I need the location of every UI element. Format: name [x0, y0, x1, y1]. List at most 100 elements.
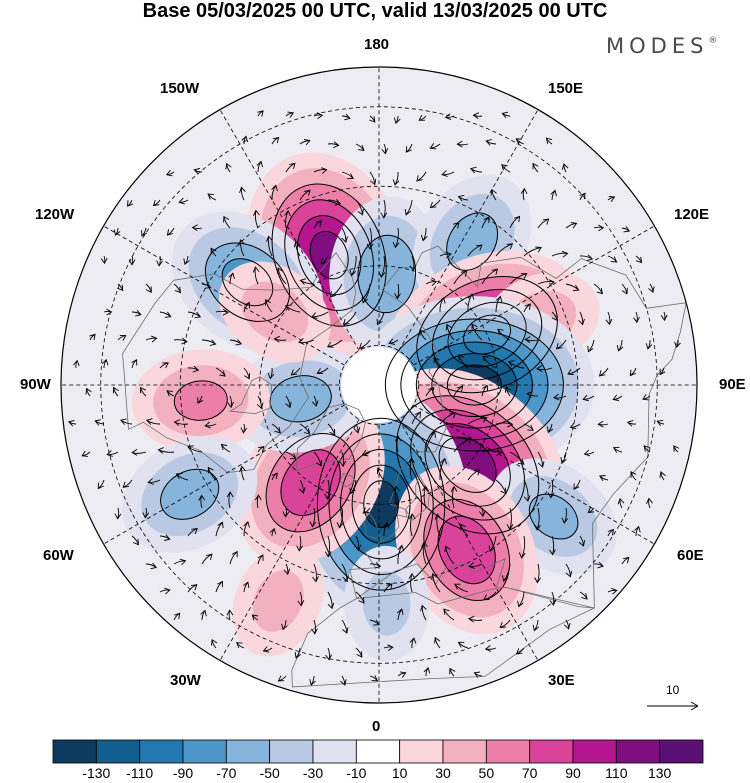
wind-arrow: [404, 199, 413, 216]
wind-arrow: [285, 162, 296, 173]
wind-arrow: [499, 619, 511, 629]
wind-arrow: [239, 186, 246, 201]
wind-arrow: [97, 479, 105, 490]
wind-arrow: [316, 367, 329, 375]
contour-line: [284, 199, 375, 311]
wind-arrow: [284, 210, 291, 229]
wind-arrow: [165, 169, 175, 177]
wind-arrow: [495, 420, 514, 428]
contour-line: [296, 215, 362, 296]
wind-arrow: [366, 227, 374, 250]
wind-arrow: [579, 254, 594, 262]
wind-arrow: [131, 309, 142, 317]
colorbar-cell: [615, 739, 661, 764]
wind-arrow: [397, 608, 404, 621]
wind-arrow: [537, 279, 555, 286]
wind-arrow: [607, 255, 618, 263]
wind-arrow: [310, 311, 329, 319]
wind-arrow: [299, 278, 315, 285]
wind-arrow: [355, 199, 364, 216]
wind-arrow: [393, 115, 401, 125]
wind-arrow: [226, 609, 234, 621]
wind-arrow: [340, 675, 347, 686]
wind-arrow: [439, 412, 457, 425]
wind-arrow: [457, 194, 469, 202]
wind-arrow: [532, 619, 540, 632]
wind-arrow: [226, 491, 234, 509]
wind-arrow: [485, 139, 497, 146]
wind-arrow: [103, 308, 113, 316]
wind-arrow: [444, 113, 455, 121]
contour-line: [431, 288, 543, 381]
wind-arrow: [578, 311, 585, 326]
wind-arrow: [355, 647, 363, 658]
colorbar-tick-label: -130: [82, 765, 110, 781]
wind-arrow: [409, 637, 417, 649]
wind-arrow: [394, 435, 402, 453]
wind-arrow: [327, 141, 340, 149]
wind-arrow: [336, 507, 344, 529]
wind-arrow: [298, 479, 306, 494]
wind-arrow: [173, 558, 187, 566]
wind-arrow: [449, 667, 456, 677]
contour-line: [438, 436, 497, 493]
wind-arrow: [140, 386, 147, 397]
meridian-line: [413, 225, 655, 366]
wind-arrow: [616, 339, 624, 352]
wind-arrow: [369, 561, 382, 569]
wind-arrow: [621, 556, 630, 565]
wind-arrow: [131, 535, 140, 546]
wind-arrow: [507, 360, 525, 369]
wind-arrow: [145, 418, 161, 425]
wind-arrow: [243, 367, 251, 380]
wind-arrow: [583, 449, 595, 457]
wind-arrow: [501, 111, 511, 119]
wind-arrow: [626, 419, 637, 427]
contour-line: [173, 380, 228, 421]
colorbar-tick-label: 50: [479, 765, 495, 781]
wind-arrow: [326, 339, 343, 348]
wind-arrow: [645, 339, 653, 350]
label-30e: 30E: [548, 672, 575, 689]
wind-arrow: [369, 115, 376, 123]
pole-area: [341, 347, 417, 423]
wind-arrow: [341, 619, 349, 634]
wind-arrow: [254, 494, 262, 509]
anomaly-level: [241, 281, 309, 343]
wind-arrow: [483, 591, 497, 601]
wind-arrow: [312, 563, 319, 583]
wind-arrow: [298, 338, 315, 345]
wind-arrow: [112, 386, 119, 397]
label-0: 0: [372, 718, 381, 735]
wind-arrow: [271, 423, 281, 434]
contour-line: [221, 258, 274, 307]
wind-arrow: [215, 580, 223, 593]
wind-arrow: [467, 469, 481, 481]
contour-line: [271, 183, 387, 327]
wind-arrow: [495, 295, 503, 313]
wind-arrow: [392, 227, 400, 249]
colorbar-tick-label: 110: [605, 765, 628, 781]
wind-arrow: [327, 423, 336, 436]
wind-arrow: [299, 423, 311, 435]
wind-arrow: [420, 227, 428, 242]
wind-arrow: [551, 250, 569, 258]
wind-arrow: [569, 422, 581, 430]
wind-arrow: [126, 199, 134, 207]
wind-arrow: [443, 608, 455, 621]
wind-arrow: [215, 521, 224, 537]
wind-arrow: [299, 189, 311, 201]
wind-arrow: [419, 329, 427, 341]
wind-arrow: [605, 311, 613, 326]
label-150w: 150W: [160, 80, 200, 97]
meridian-line: [398, 109, 539, 351]
wind-arrow: [646, 497, 653, 509]
wind-arrow: [473, 671, 483, 678]
wind-arrow: [408, 572, 416, 593]
wind-arrow: [290, 367, 301, 376]
wind-arrow: [397, 671, 407, 678]
colorbar-tick-label: -110: [126, 765, 153, 781]
wind-arrow: [183, 255, 190, 266]
wind-arrow: [523, 246, 542, 257]
anomaly-level: [252, 570, 304, 632]
